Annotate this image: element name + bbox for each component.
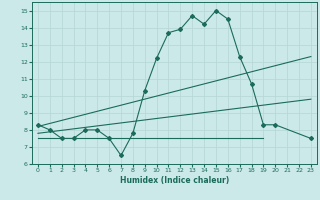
X-axis label: Humidex (Indice chaleur): Humidex (Indice chaleur) [120, 176, 229, 185]
